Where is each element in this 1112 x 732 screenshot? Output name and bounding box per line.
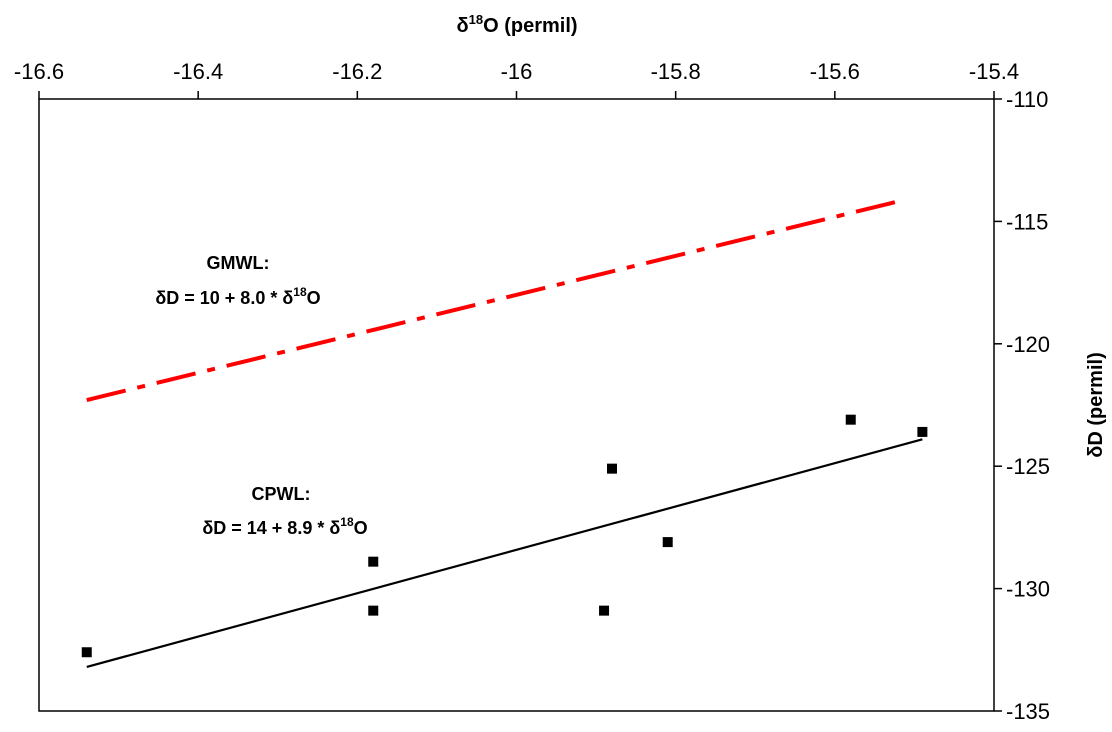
x-axis-title: δ18O (permil)	[456, 12, 577, 37]
x-tick-label: -15.6	[810, 59, 860, 84]
x-tick-label: -15.8	[651, 59, 701, 84]
gmwl-equation-pre: δD = 10 + 8.0 * δ	[155, 288, 293, 308]
cpwl-equation-sup: 18	[340, 515, 354, 529]
data-point	[845, 414, 856, 425]
x-tick-label: -15.4	[969, 59, 1019, 84]
series-layer	[81, 197, 928, 668]
gmwl-equation-post: O	[307, 288, 321, 308]
x-tick-label: -16.4	[173, 59, 223, 84]
gmwl-label: GMWL:	[207, 253, 270, 273]
y-tick-label: -120	[1006, 332, 1050, 357]
data-point	[368, 556, 379, 567]
gmwl-equation: δD = 10 + 8.0 * δ18O	[155, 285, 320, 308]
gmwl-equation-sup: 18	[293, 285, 307, 299]
cpwl-equation-post: O	[354, 518, 368, 538]
x-axis-title-pre: δ	[456, 15, 468, 37]
cpwl-equation: δD = 14 + 8.9 * δ18O	[202, 515, 367, 538]
data-point	[917, 426, 928, 437]
x-axis-ticks: -16.6 -16.4 -16.2 -16 -15.8 -15.6 -15.4	[14, 59, 1019, 99]
data-point	[368, 605, 379, 616]
y-axis-title: δD (permil)	[1085, 352, 1107, 457]
y-tick-label: -110	[1006, 87, 1048, 112]
y-tick-label: -125	[1006, 454, 1050, 479]
x-axis-title-sup: 18	[469, 12, 483, 27]
data-point	[599, 605, 610, 616]
x-axis-title-post: O (permil)	[483, 15, 577, 37]
y-axis-ticks: -110 -115 -120 -125 -130 -135	[994, 87, 1050, 724]
y-tick-label: -130	[1006, 577, 1050, 602]
data-point	[81, 647, 92, 658]
data-point	[662, 537, 673, 548]
y-tick-label: -115	[1006, 209, 1048, 234]
cpwl-label: CPWL:	[252, 484, 311, 504]
y-tick-label: -135	[1006, 699, 1050, 724]
x-tick-label: -16.2	[332, 59, 382, 84]
plot-frame	[38, 98, 995, 712]
cpwl-equation-pre: δD = 14 + 8.9 * δ	[202, 518, 340, 538]
cpwl-fit-line	[86, 438, 923, 668]
gmwl-line	[86, 197, 907, 403]
data-point	[607, 463, 617, 474]
x-tick-label: -16	[501, 59, 533, 84]
x-tick-label: -16.6	[14, 59, 64, 84]
